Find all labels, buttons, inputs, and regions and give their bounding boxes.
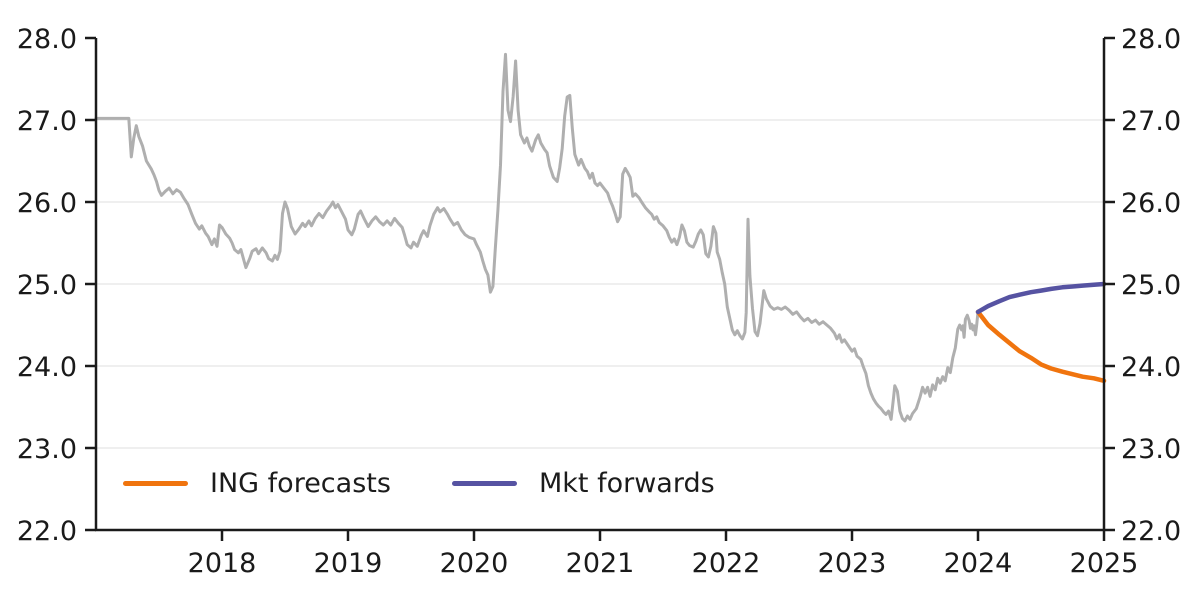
x-tick-label: 2025	[1070, 548, 1139, 579]
y-tick-label-left: 22.0	[17, 516, 77, 547]
x-tick-label: 2022	[692, 548, 761, 579]
x-tick-label: 2021	[566, 548, 635, 579]
y-tick-label-right: 25.0	[1121, 270, 1181, 301]
y-tick-label-right: 28.0	[1121, 24, 1181, 55]
y-tick-label-right: 24.0	[1121, 352, 1181, 383]
legend-item-mkt-forwards: Mkt forwards	[452, 464, 715, 502]
x-tick-label: 2023	[818, 548, 887, 579]
ing-forecast-line	[975, 309, 1107, 384]
legend-label-mkt-forwards: Mkt forwards	[539, 467, 715, 499]
y-tick-label-right: 27.0	[1121, 106, 1181, 137]
mkt-forwards-line-swatch	[452, 480, 517, 486]
y-tick-label-left: 26.0	[17, 188, 77, 219]
y-tick-label-right: 22.0	[1121, 516, 1181, 547]
mkt-forwards-line	[975, 281, 1107, 315]
x-tick-label: 2019	[314, 548, 383, 579]
x-tick-label: 2020	[440, 548, 509, 579]
y-tick-label-left: 23.0	[17, 434, 77, 465]
history-line	[94, 52, 980, 423]
y-tick-label-left: 25.0	[17, 270, 77, 301]
legend-item-ing-forecasts: ING forecasts	[123, 464, 391, 502]
x-tick-label: 2018	[188, 548, 257, 579]
y-tick-label-left: 27.0	[17, 106, 77, 137]
x-tick-label: 2024	[944, 548, 1013, 579]
y-tick-label-right: 23.0	[1121, 434, 1181, 465]
legend-label-ing-forecasts: ING forecasts	[210, 467, 391, 499]
y-tick-label-left: 24.0	[17, 352, 77, 383]
ing-forecasts-line-swatch	[123, 480, 188, 486]
y-tick-label-right: 26.0	[1121, 188, 1181, 219]
y-tick-label-left: 28.0	[17, 24, 77, 55]
